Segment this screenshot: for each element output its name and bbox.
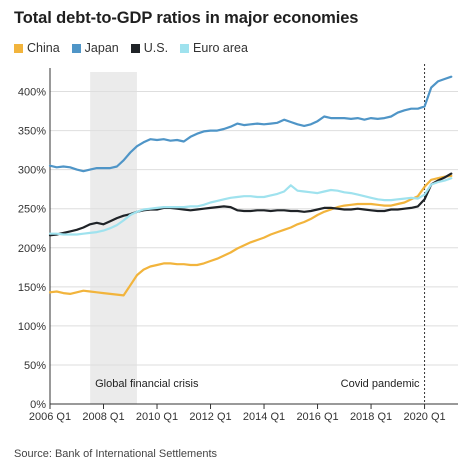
x-tick-label: 2014 Q1 (243, 411, 285, 423)
y-tick-label: 50% (24, 360, 46, 372)
x-tick-label: 2016 Q1 (296, 411, 338, 423)
legend-item-us: U.S. (130, 41, 169, 55)
y-tick-label: 0% (30, 399, 46, 411)
legend-label-us: U.S. (143, 41, 169, 55)
legend-swatch-euro-area (180, 43, 190, 53)
y-tick-label: 400% (18, 87, 46, 99)
crisis-band (90, 72, 137, 404)
annotations: Global financial crisis Covid pandemic (95, 64, 426, 404)
crisis-band-label: Global financial crisis (95, 378, 199, 390)
covid-marker-label: Covid pandemic (341, 378, 420, 390)
legend-label-japan: Japan (84, 41, 119, 55)
x-tick-label: 2008 Q1 (82, 411, 124, 423)
legend-label-euro-area: Euro area (193, 41, 248, 55)
series-line-japan (48, 75, 453, 173)
y-tick-label: 150% (18, 282, 46, 294)
legend: China Japan U.S. Euro area (14, 41, 260, 55)
y-tick-labels: 0% 50% 100% 150% 200% 250% 300% 350% 400% (18, 87, 46, 411)
legend-label-china: China (27, 41, 60, 55)
x-tick-labels: 2006 Q1 2008 Q1 2010 Q1 2012 Q1 2014 Q1 2016 … (29, 411, 446, 423)
x-tick-label: 2018 Q1 (350, 411, 392, 423)
series-line-euro-area (48, 177, 453, 236)
legend-item-japan: Japan (71, 41, 119, 55)
y-tick-label: 200% (18, 243, 46, 255)
y-tick-label: 100% (18, 321, 46, 333)
y-tick-label: 300% (18, 165, 46, 177)
series-lines (48, 75, 453, 297)
gridlines (50, 91, 458, 366)
crisis-band-layer (90, 72, 137, 404)
series-line-u-s (48, 172, 453, 237)
series-line-china (48, 174, 453, 297)
legend-item-china: China (14, 41, 60, 55)
legend-swatch-china (14, 43, 23, 53)
legend-swatch-japan (71, 43, 81, 53)
x-tick-label: 2012 Q1 (189, 411, 231, 423)
legend-swatch-us (130, 43, 140, 53)
y-tick-label: 250% (18, 204, 46, 216)
source-note: Source: Bank of International Settlement… (14, 448, 218, 460)
x-tick-label: 2020 Q1 (403, 411, 445, 423)
y-tick-label: 350% (18, 126, 46, 138)
x-tick-label: 2006 Q1 (29, 411, 71, 423)
x-tick-label: 2010 Q1 (136, 411, 178, 423)
chart-title: Total debt-to-GDP ratios in major econom… (14, 9, 359, 27)
legend-item-euro-area: Euro area (180, 41, 248, 55)
